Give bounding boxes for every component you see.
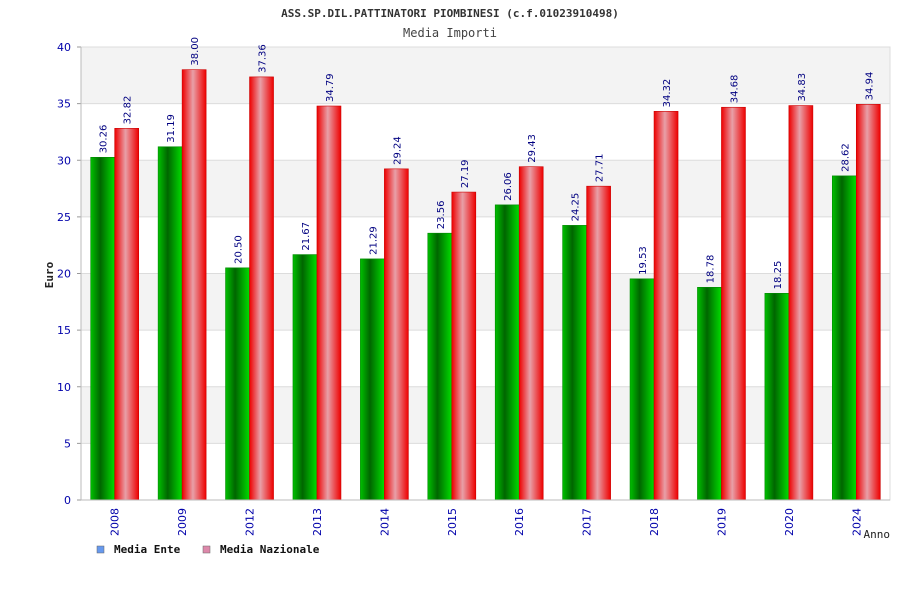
data-label: 24.25 <box>571 193 582 222</box>
x-tick-label: 2009 <box>176 508 189 536</box>
plot-band <box>81 273 890 331</box>
bar-media-ente <box>360 258 385 501</box>
y-axis-label: Euro <box>43 261 56 288</box>
bar-media-nazionale <box>586 185 611 501</box>
x-tick-label: 2014 <box>378 508 391 536</box>
x-tick-label: 2020 <box>783 508 796 536</box>
y-axis: 0 5 10 15 20 25 30 35 40 <box>57 41 82 507</box>
plot-band <box>81 386 890 444</box>
bar-media-ente <box>225 267 250 501</box>
bar-media-ente <box>831 175 857 501</box>
x-tick-label: 2012 <box>244 508 257 536</box>
y-tick-label: 30 <box>57 154 71 167</box>
bar-media-ente <box>494 204 520 501</box>
bar-media-ente <box>90 157 116 501</box>
bar-media-nazionale <box>788 105 814 501</box>
bar-media-nazionale <box>181 69 207 501</box>
plot-band <box>81 216 890 274</box>
data-label: 18.25 <box>773 261 784 290</box>
x-tick-label: 2017 <box>581 508 594 536</box>
x-tick-label: 2024 <box>850 508 863 536</box>
bars <box>90 69 881 501</box>
data-label: 21.67 <box>301 222 312 251</box>
data-label: 34.83 <box>797 73 808 102</box>
legend: Media Ente Media Nazionale <box>96 543 320 556</box>
legend-swatch <box>96 545 105 554</box>
bar-media-ente <box>629 278 655 501</box>
x-axis: 2008 2009 2012 2013 2014 2015 2016 2017 2018 2019… <box>81 499 890 536</box>
data-label: 34.32 <box>662 79 673 108</box>
bar-media-ente <box>427 232 453 501</box>
x-tick-label: 2015 <box>446 508 459 536</box>
x-tick-label: 2016 <box>513 508 526 536</box>
plot-band <box>81 160 890 217</box>
bar-media-ente <box>292 254 318 501</box>
plot-band <box>81 47 890 104</box>
bar-media-nazionale <box>653 111 679 501</box>
data-label: 38.00 <box>190 37 201 66</box>
data-label: 28.62 <box>840 143 851 172</box>
chart-subtitle: Media Importi <box>403 26 497 40</box>
data-label: 31.19 <box>166 114 177 143</box>
data-label: 34.94 <box>864 72 875 101</box>
bar-media-nazionale <box>249 76 274 501</box>
bar-media-nazionale <box>855 104 881 501</box>
chart-title: ASS.SP.DIL.PATTINATORI PIOMBINESI (c.f.0… <box>281 7 619 20</box>
x-tick-label: 2018 <box>648 508 661 536</box>
x-tick-label: 2019 <box>715 508 728 536</box>
plot-band <box>81 330 890 387</box>
y-tick-label: 10 <box>57 381 71 394</box>
y-tick-label: 0 <box>64 494 71 507</box>
x-tick-label: 2013 <box>311 508 324 536</box>
data-label: 29.43 <box>527 134 538 163</box>
x-tick-label: 2008 <box>109 508 122 536</box>
bar-media-ente <box>764 293 790 501</box>
y-tick-label: 5 <box>64 437 71 450</box>
data-label: 21.29 <box>368 226 379 255</box>
data-label: 27.71 <box>595 154 606 183</box>
data-label: 20.50 <box>234 235 245 264</box>
data-label: 26.06 <box>503 172 514 201</box>
data-label: 37.36 <box>258 44 269 73</box>
plot-band <box>81 103 890 161</box>
y-tick-label: 35 <box>57 98 71 111</box>
y-tick-label: 40 <box>57 41 71 54</box>
x-axis-label: Anno <box>864 528 891 541</box>
legend-swatch <box>202 545 211 554</box>
bar-media-nazionale <box>384 168 409 501</box>
bar-media-nazionale <box>316 105 342 501</box>
bar-media-nazionale <box>451 191 477 501</box>
bar-media-nazionale <box>721 106 746 501</box>
plot-area <box>80 46 891 501</box>
data-label: 30.26 <box>99 125 110 154</box>
data-label: 32.82 <box>123 96 134 125</box>
bar-media-nazionale <box>518 166 544 501</box>
y-tick-label: 25 <box>57 211 71 224</box>
bar-media-ente <box>157 146 183 501</box>
bar-media-nazionale <box>114 128 140 501</box>
data-label: 18.78 <box>705 255 716 284</box>
data-label: 29.24 <box>392 136 403 165</box>
plot-band <box>81 443 890 500</box>
data-label: 19.53 <box>638 246 649 275</box>
value-labels: 30.26 32.82 31.19 38.00 20.50 37.36 21.67 34.79… <box>99 37 876 289</box>
legend-label: Media Ente <box>114 543 181 556</box>
y-tick-label: 20 <box>57 268 71 281</box>
bar-media-ente <box>697 287 722 501</box>
data-label: 34.79 <box>325 73 336 102</box>
bar-media-ente <box>562 225 587 501</box>
y-tick-label: 15 <box>57 324 71 337</box>
data-label: 23.56 <box>436 201 447 230</box>
data-label: 27.19 <box>460 159 471 188</box>
data-label: 34.68 <box>729 75 740 104</box>
legend-label: Media Nazionale <box>220 543 320 556</box>
